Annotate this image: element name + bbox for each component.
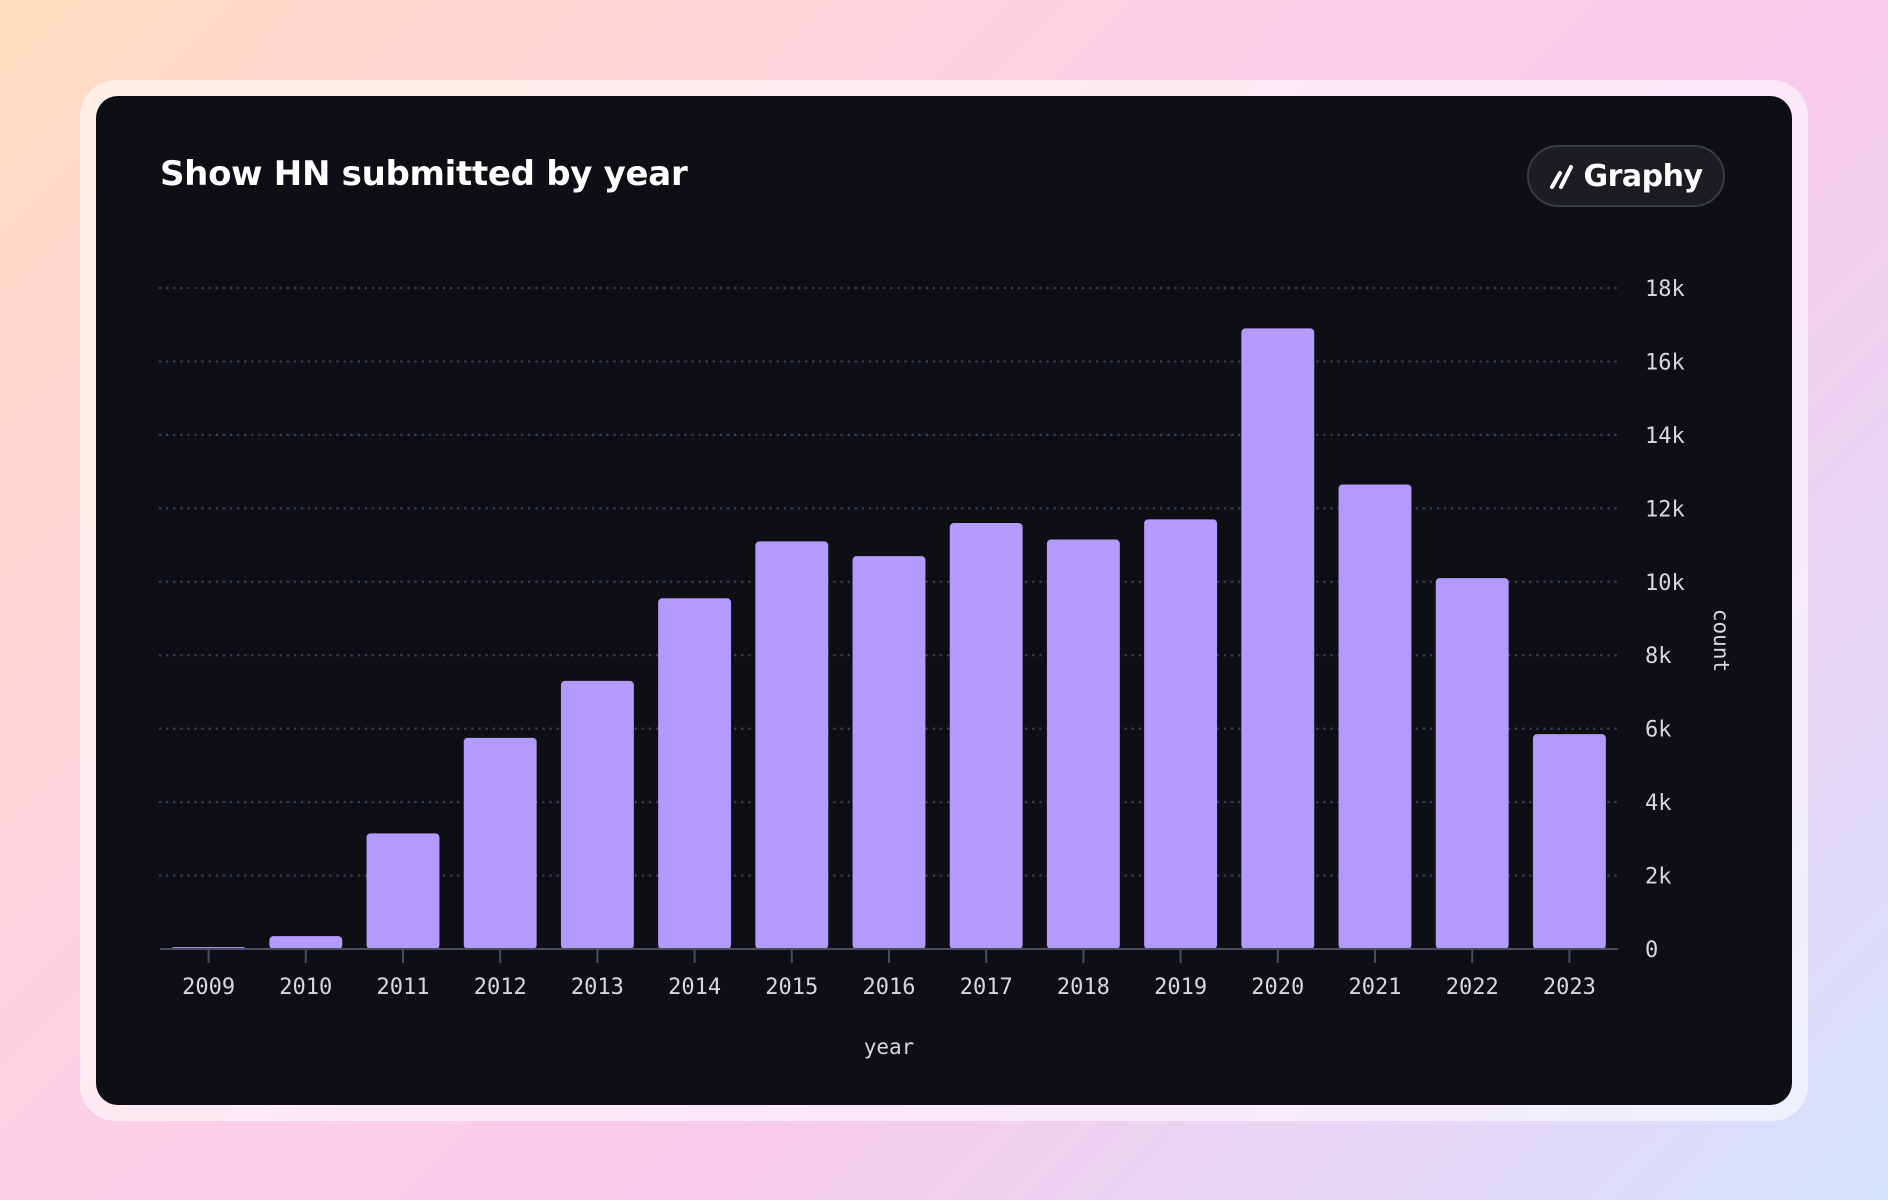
graphy-logo-icon <box>1550 165 1574 189</box>
x-tick-label: 2019 <box>1154 975 1207 1000</box>
chart-title: Show HN submitted by year <box>160 154 688 194</box>
x-tick-label: 2022 <box>1446 975 1499 1000</box>
graphy-badge[interactable]: Graphy <box>1527 145 1725 207</box>
x-tick-label: 2012 <box>474 975 527 1000</box>
x-tick-label: 2013 <box>571 975 624 1000</box>
x-tick-label: 2020 <box>1251 975 1304 1000</box>
bar-2020[interactable] <box>1241 328 1315 950</box>
y-tick-label: 12k <box>1645 497 1685 522</box>
x-axis-label: year <box>864 1035 915 1059</box>
bar-2013[interactable] <box>560 680 634 949</box>
y-tick-label: 18k <box>1645 277 1685 302</box>
graphy-badge-label: Graphy <box>1583 158 1703 194</box>
x-tick-label: 2017 <box>960 975 1013 1000</box>
y-tick-label: 6k <box>1645 718 1672 743</box>
bar-2010[interactable] <box>269 936 343 949</box>
x-tick-label: 2014 <box>668 975 721 1000</box>
bar-2017[interactable] <box>949 523 1023 949</box>
x-tick-label: 2015 <box>765 975 818 1000</box>
y-axis-label: count <box>1709 609 1733 672</box>
x-tick-label: 2018 <box>1057 975 1110 1000</box>
bars <box>172 328 1606 950</box>
y-tick-label: 8k <box>1645 644 1672 669</box>
bar-2011[interactable] <box>366 833 440 949</box>
x-tick-label: 2021 <box>1349 975 1402 1000</box>
bar-2016[interactable] <box>852 556 926 949</box>
x-tick-label: 2016 <box>863 975 916 1000</box>
bar-2023[interactable] <box>1532 734 1606 949</box>
chart-card: Show HN submitted by year Graphy 0 2k 4k 6k… <box>96 96 1792 1105</box>
bar-2021[interactable] <box>1338 484 1412 949</box>
y-tick-label: 14k <box>1645 424 1685 449</box>
bar-2018[interactable] <box>1046 539 1120 949</box>
y-tick-label: 0 <box>1645 938 1658 963</box>
x-tick-label: 2010 <box>279 975 332 1000</box>
y-tick-label: 2k <box>1645 865 1672 890</box>
bar-2022[interactable] <box>1435 578 1509 949</box>
bar-chart: 0 2k 4k 6k 8k 10k 12k 14k 16k 18k 2009 2010 2011 2012… <box>158 277 1733 1059</box>
x-tick-label: 2009 <box>182 975 235 1000</box>
bar-2019[interactable] <box>1144 519 1218 949</box>
y-tick-label: 16k <box>1645 350 1685 375</box>
bar-2015[interactable] <box>755 541 829 949</box>
axes: 0 2k 4k 6k 8k 10k 12k 14k 16k 18k 2009 2010 2011 2012… <box>160 277 1685 1000</box>
bar-2014[interactable] <box>658 598 732 949</box>
x-tick-label: 2011 <box>377 975 430 1000</box>
y-tick-label: 4k <box>1645 791 1672 816</box>
bar-2012[interactable] <box>463 737 537 949</box>
y-tick-label: 10k <box>1645 571 1685 596</box>
x-tick-label: 2023 <box>1543 975 1596 1000</box>
